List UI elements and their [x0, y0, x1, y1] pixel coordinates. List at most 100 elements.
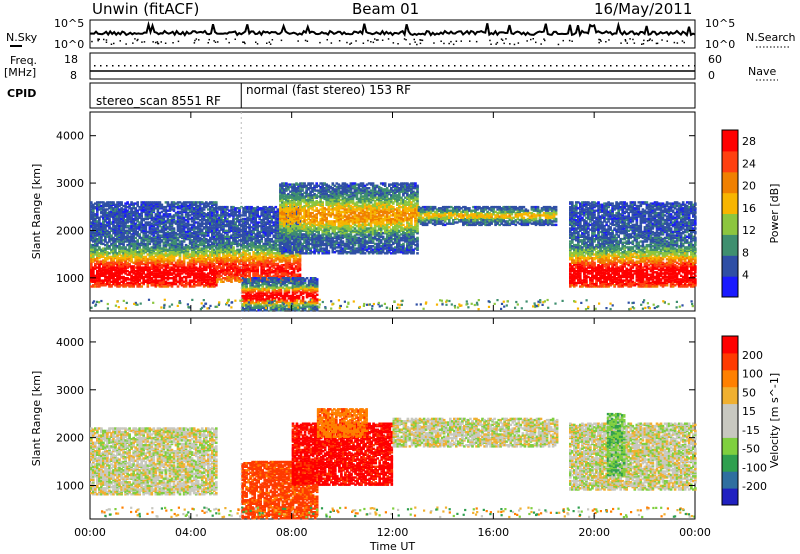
power-cell: [104, 247, 107, 250]
noise-search-dot: [243, 41, 245, 43]
power-cell: [126, 284, 129, 287]
power-cell: [176, 213, 180, 216]
power-cell: [128, 262, 131, 266]
power-cell: [205, 252, 208, 255]
power-cell: [216, 214, 219, 217]
power-cell: [160, 235, 164, 238]
power-cell: [92, 268, 95, 272]
power-cell: [220, 278, 223, 281]
power-cell: [148, 273, 152, 276]
power-cell: [162, 217, 166, 221]
power-cell: [168, 248, 172, 251]
power-cell: [128, 224, 131, 228]
nave-dot: [400, 65, 402, 67]
nave-dot: [100, 65, 102, 67]
power-cell: [144, 279, 148, 282]
power-cell: [250, 233, 253, 236]
power-cell: [96, 277, 99, 280]
power-cell: [202, 248, 206, 251]
noise-search-dot: [157, 42, 159, 45]
power-cell: [140, 203, 143, 206]
power-cell: [200, 220, 204, 223]
nave-dot: [244, 65, 246, 67]
power-cell: [240, 273, 243, 276]
power-cell: [222, 260, 225, 263]
noise-search-dot: [598, 38, 600, 41]
power-cell: [162, 213, 166, 216]
power-cell: [126, 236, 129, 240]
nave-dot: [526, 65, 528, 67]
power-cell: [110, 221, 113, 224]
power-cell: [170, 277, 174, 280]
power-cell: [132, 268, 135, 272]
power-cell: [230, 259, 233, 262]
power-cell: [98, 260, 101, 263]
noise-search-dot: [513, 43, 516, 46]
power-cell: [166, 235, 170, 238]
power-cell: [186, 220, 190, 223]
power-cell: [122, 249, 125, 253]
power-cell: [160, 219, 164, 222]
power-cell: [120, 256, 123, 260]
power-cell: [158, 254, 162, 257]
noise-search-dot: [362, 42, 365, 44]
power-cell: [146, 275, 150, 279]
power-cell: [194, 284, 198, 287]
power-cell: [220, 219, 223, 222]
power-cell: [190, 243, 194, 247]
power-cell: [106, 213, 109, 216]
power-cell: [205, 245, 208, 248]
power-cell: [196, 216, 200, 219]
power-cell: [156, 255, 160, 259]
power-cell: [252, 235, 255, 238]
power-cell: [132, 277, 135, 280]
power-cell: [234, 275, 237, 279]
noise-search-dot: [346, 41, 348, 44]
power-cell: [182, 216, 186, 219]
power-cell: [90, 213, 93, 216]
power-cell: [228, 262, 231, 266]
power-cell: [128, 245, 131, 248]
power-cell: [180, 235, 184, 238]
power-cell: [254, 213, 257, 216]
power-cell: [98, 201, 101, 204]
power-cell: [202, 226, 206, 229]
power-cell: [114, 208, 117, 211]
power-cell: [96, 273, 99, 276]
power-cell: [102, 239, 105, 242]
power-cell: [230, 205, 233, 209]
power-cell: [218, 274, 221, 277]
power-cell: [160, 260, 164, 263]
power-cell: [250, 255, 253, 259]
power-cell: [238, 248, 241, 251]
power-cell: [110, 235, 113, 238]
power-cell: [246, 236, 249, 240]
power-cell: [150, 265, 154, 268]
power-cell: [156, 209, 160, 212]
power-cell: [228, 226, 231, 229]
nave-dot: [604, 65, 606, 67]
power-cell: [156, 265, 160, 268]
power-cell: [146, 201, 150, 204]
power-cell: [126, 258, 129, 261]
power-cell: [94, 265, 97, 268]
power-cell: [184, 279, 188, 282]
power-cell: [106, 221, 109, 224]
nave-dot: [388, 65, 390, 67]
power-cell: [144, 201, 148, 204]
power-cell: [94, 279, 97, 282]
power-cell: [230, 251, 233, 254]
power-cell: [218, 205, 221, 209]
power-cell: [140, 251, 143, 254]
power-cell: [194, 201, 198, 204]
power-cell: [213, 229, 216, 232]
power-cell: [110, 273, 113, 276]
power-cell: [140, 201, 143, 204]
power-cell: [138, 271, 141, 274]
power-cell: [192, 278, 196, 281]
power-cell: [220, 205, 223, 209]
power-cell: [254, 273, 257, 276]
power-cell: [168, 271, 172, 274]
nave-dot: [484, 65, 486, 67]
power-cell: [146, 240, 150, 243]
